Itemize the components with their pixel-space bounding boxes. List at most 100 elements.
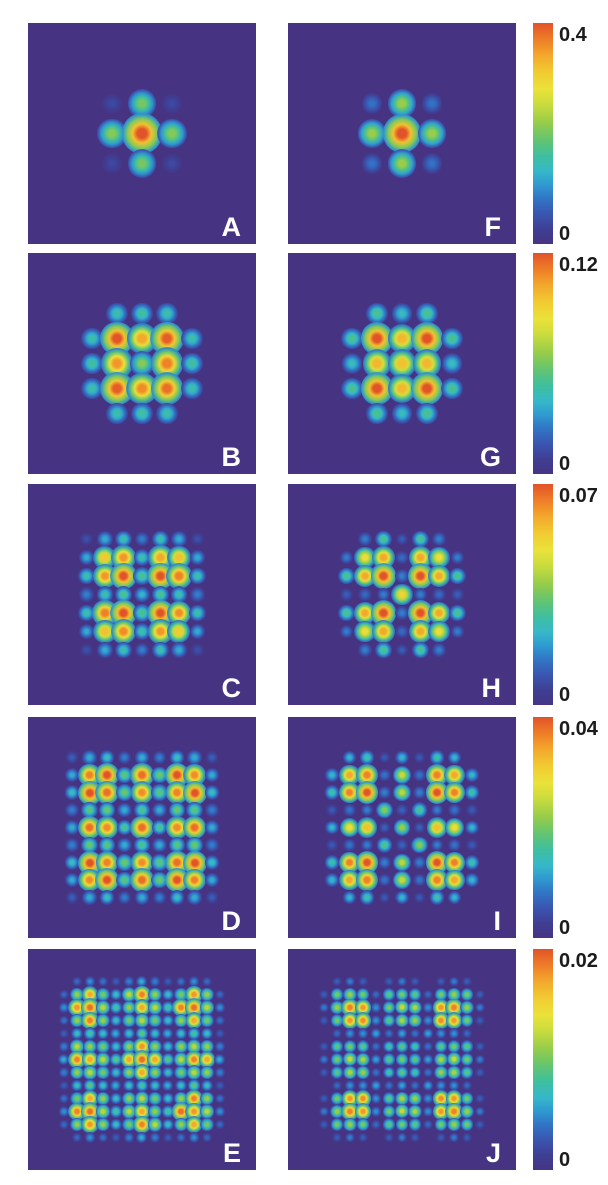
heatmap-dot [80, 532, 93, 546]
heatmap-dot [330, 1104, 344, 1119]
heatmap-dot [341, 1012, 359, 1029]
heatmap-dot [110, 1027, 122, 1039]
heatmap-dot [169, 890, 185, 905]
heatmap-dot [354, 999, 372, 1016]
heatmap-dot [130, 781, 154, 804]
heatmap-dot [339, 550, 354, 565]
heatmap-dot [110, 562, 137, 590]
heatmap-dot [332, 1080, 342, 1091]
heatmap-dot [358, 976, 368, 987]
heatmap-dot [121, 987, 137, 1002]
heatmap-dot [421, 93, 443, 114]
heatmap-dot [122, 1065, 136, 1080]
heatmap-dot [123, 1079, 135, 1092]
heatmap-dot [413, 891, 426, 904]
heatmap-dot [116, 871, 133, 889]
heatmap-dot [122, 1091, 136, 1106]
heatmap-dot [162, 1092, 174, 1105]
heatmap-dot [133, 623, 151, 640]
heatmap-dot [466, 839, 478, 851]
heatmap-dot [95, 780, 119, 805]
heatmap-dot [393, 853, 411, 872]
heatmap-dot [432, 1090, 450, 1107]
heatmap-dot [342, 750, 357, 765]
heatmap-dot [436, 1132, 446, 1143]
heatmap-dot [432, 587, 446, 602]
heatmap-dot [425, 781, 449, 804]
heatmap-dot [391, 303, 413, 324]
heatmap-dot [411, 802, 428, 818]
heatmap-dot [360, 803, 374, 817]
heatmap-dot [370, 1093, 382, 1104]
heatmap-dot [169, 750, 185, 765]
heatmap-dot [397, 1132, 407, 1143]
heatmap-dot [98, 976, 108, 987]
heatmap-dot [146, 1051, 164, 1068]
heatmap-dot [95, 868, 119, 892]
heatmap-dot [215, 1080, 225, 1091]
heatmap-dot [166, 563, 192, 589]
heatmap-dot [475, 1002, 485, 1013]
colorbar [533, 949, 553, 1170]
heatmap-dot [59, 1093, 69, 1104]
heatmap-dot [181, 377, 203, 400]
heatmap-dot [430, 803, 444, 817]
heatmap-dot [409, 546, 432, 569]
heatmap-dot [149, 976, 161, 987]
heatmap-dot [332, 1028, 342, 1039]
heatmap-dot [165, 781, 189, 804]
heatmap-dot [425, 851, 449, 874]
heatmap-dot [97, 642, 113, 658]
heatmap-dot [449, 567, 466, 585]
heatmap-dot [136, 1131, 148, 1143]
heatmap-dot [460, 988, 474, 1001]
heatmap-dot [200, 1013, 214, 1028]
heatmap-dot [434, 1065, 448, 1080]
heatmap-dot [445, 1102, 463, 1121]
heatmap-dot [341, 998, 359, 1017]
panel-B: B [28, 253, 256, 474]
heatmap-dot [130, 851, 154, 874]
colorbar-min-label: 0 [559, 917, 571, 939]
heatmap-dot [214, 1106, 226, 1117]
heatmap-dot [341, 1090, 359, 1107]
heatmap-dot [174, 1039, 188, 1054]
heatmap-dot [378, 891, 391, 904]
heatmap-dot [324, 855, 340, 870]
heatmap-dot [430, 838, 444, 852]
heatmap-dot [447, 1040, 461, 1053]
heatmap-dot [319, 1054, 329, 1065]
heatmap-dot [151, 585, 170, 604]
heatmap-dot [151, 819, 168, 836]
heatmap-dot [215, 1015, 225, 1026]
colorbar-min-label: 0 [559, 1149, 571, 1171]
heatmap-dot [376, 837, 393, 853]
heatmap-dot [343, 1040, 357, 1053]
panel-C: C [28, 484, 256, 705]
heatmap-dot [408, 1000, 422, 1015]
heatmap-dot [135, 1079, 149, 1092]
heatmap-dot [71, 1079, 83, 1092]
heatmap-dot [134, 1013, 150, 1028]
heatmap-dot [343, 987, 357, 1002]
heatmap-dot [82, 750, 97, 765]
heatmap-dot [378, 821, 391, 834]
heatmap-dot [214, 1041, 226, 1052]
heatmap-dot [134, 586, 150, 603]
heatmap-dot [215, 1028, 225, 1039]
heatmap-dot [319, 1067, 329, 1078]
heatmap-dot [81, 327, 103, 350]
heatmap-dot [110, 1014, 122, 1027]
heatmap-dot [432, 643, 446, 657]
heatmap-dot [130, 815, 154, 840]
heatmap-dot [339, 869, 360, 891]
heatmap-dot [448, 803, 461, 817]
heatmap-dot [460, 1000, 474, 1015]
heatmap-dot [393, 783, 411, 802]
heatmap-dot [353, 564, 377, 588]
heatmap-dot [366, 402, 388, 425]
panel-label: E [222, 1137, 241, 1168]
heatmap-dot [326, 804, 338, 816]
heatmap-dot [325, 820, 339, 835]
heatmap-dot [78, 549, 95, 566]
